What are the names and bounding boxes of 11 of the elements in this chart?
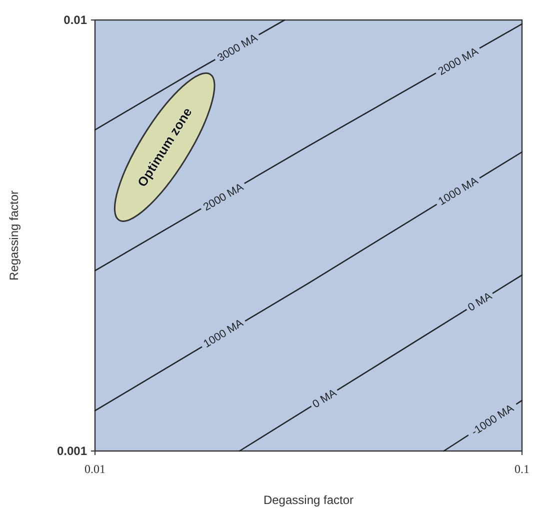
text: -1000 MA	[469, 402, 517, 438]
text: 0 MA	[310, 386, 340, 411]
text: 0 MA	[466, 290, 494, 314]
text: 1000 MA	[436, 175, 480, 208]
x-tick-label: 0.1	[514, 462, 530, 476]
text: 2000 MA	[436, 45, 482, 78]
text: 1000 MA	[202, 316, 246, 350]
y-axis-title: Regassing factor	[7, 190, 21, 281]
text: 3000 MA	[216, 32, 260, 64]
y-tick-label: 0.001	[56, 444, 88, 458]
x-axis-title: Degassing factor	[263, 493, 354, 507]
